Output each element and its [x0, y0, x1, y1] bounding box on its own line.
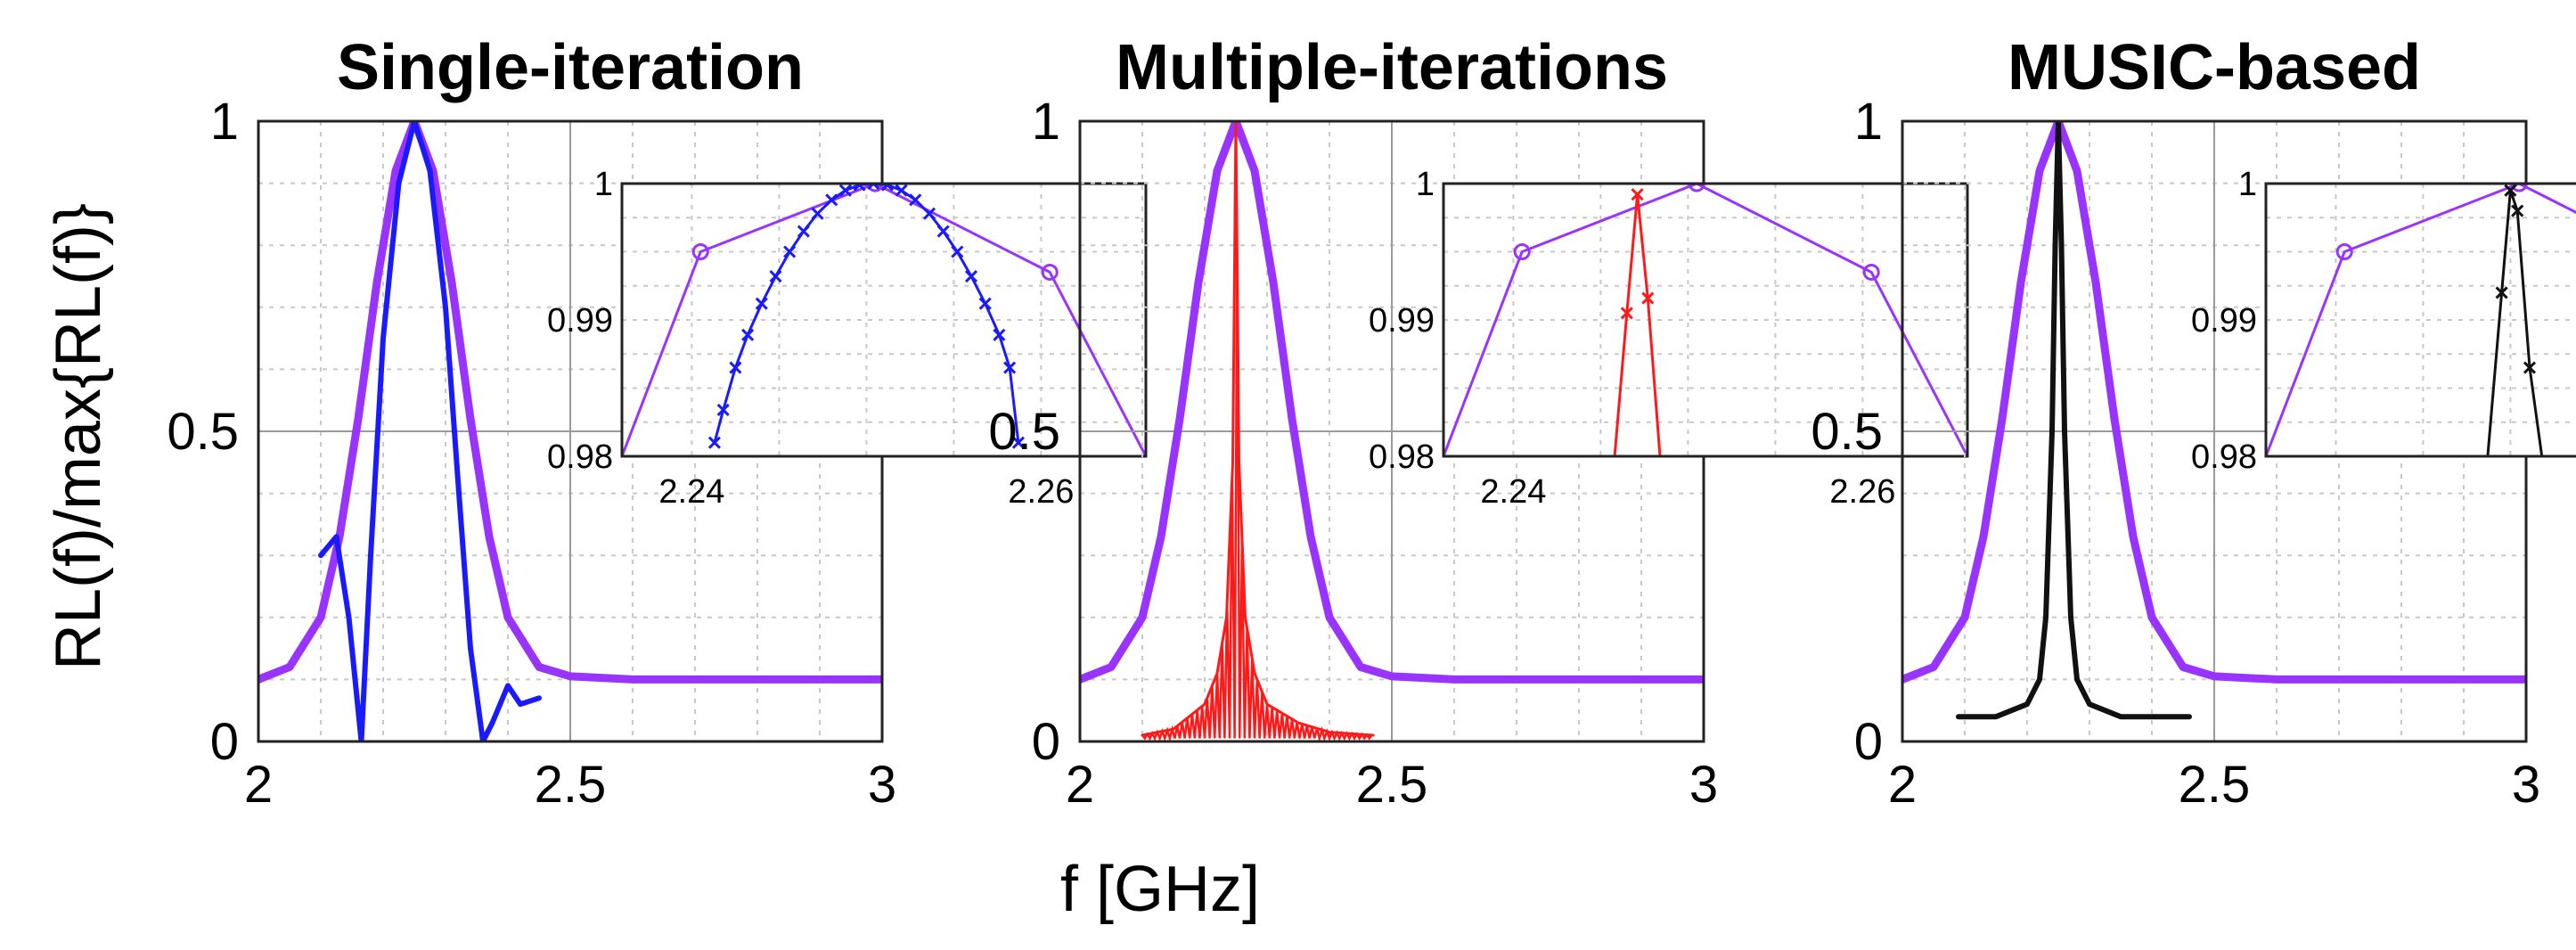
inset-estimate-marker	[964, 269, 978, 283]
inset-reference-marker	[691, 243, 709, 260]
y-tick-label: 0.5	[1811, 403, 1883, 461]
series-estimate-line	[318, 121, 542, 741]
inset-y-tick-label: 1	[1416, 166, 1435, 203]
inset-reference-marker	[2335, 243, 2353, 260]
inset-estimate-marker	[993, 328, 1006, 341]
panel-title: Multiple-iterations	[1116, 32, 1668, 103]
inset-estimate-marker	[838, 184, 852, 197]
y-tick-label: 0.5	[167, 403, 239, 461]
panel-multiple-iterations: Multiple-iterations 2 2.5 3 0 0.5 1 2.24 2.26 0.9…	[988, 32, 1969, 814]
y-tick-label: 0	[210, 713, 239, 771]
x-tick-label: 2	[244, 756, 273, 814]
inset-axes: 2.24 2.26 0.98 0.99 1	[547, 166, 1148, 511]
inset-reference-marker	[1688, 184, 1705, 192]
inset-y-tick-label: 1	[2238, 166, 2257, 203]
inset-estimate-marker	[2495, 286, 2508, 299]
x-tick-label: 3	[1689, 756, 1718, 814]
inset-estimate-marker	[707, 436, 721, 449]
inset-estimate-marker	[1003, 361, 1017, 374]
x-axis-label: f [GHz]	[1060, 854, 1260, 925]
inset-estimate-marker	[825, 193, 838, 207]
inset-estimate-marker	[853, 184, 866, 192]
panel-music-based: MUSIC-based 2 2.5 3 0 0.5 1 2.26 0.98 0.99 1	[1811, 32, 2576, 814]
series-reference-line	[1902, 121, 2526, 684]
y-tick-label: 0	[1032, 713, 1060, 771]
panel-title: MUSIC-based	[2008, 32, 2421, 103]
inset-estimate-marker	[769, 269, 782, 283]
inset-axes: 2.260.980.991	[2191, 166, 2576, 476]
inset-x-tick-label: 2.24	[1480, 473, 1546, 511]
x-tick-label: 2.5	[2179, 756, 2251, 814]
x-tick-label: 3	[868, 756, 896, 814]
inset-estimate-marker	[1641, 291, 1655, 305]
inset-reference-marker	[1513, 243, 1531, 260]
inset-estimate-marker	[867, 184, 880, 191]
inset-estimate-marker	[2511, 204, 2524, 217]
inset-x-tick-label: 2.26	[1829, 473, 1895, 511]
inset-estimate-marker	[895, 184, 908, 197]
inset-estimate-marker	[1620, 307, 1633, 320]
inset-estimate-marker	[936, 225, 950, 238]
inset-reference-marker	[2510, 184, 2528, 192]
y-tick-label: 1	[210, 93, 239, 151]
inset-estimate-marker	[1631, 188, 1644, 201]
inset-reference-marker	[866, 184, 884, 192]
inset-estimate-marker	[797, 225, 810, 238]
inset-estimate-marker	[755, 297, 768, 310]
inset-estimate-line	[2486, 190, 2544, 456]
x-tick-label: 2	[1888, 756, 1917, 814]
inset-estimate-marker	[880, 184, 894, 192]
inset-y-tick-label: 0.98	[1369, 438, 1435, 476]
inset-y-tick-label: 0.98	[547, 438, 613, 476]
x-tick-label: 3	[2512, 756, 2540, 814]
series-reference-line	[1080, 121, 1704, 684]
inset-estimate-marker	[741, 328, 755, 341]
inset-estimate-marker	[2504, 184, 2517, 197]
y-tick-label: 1	[1032, 93, 1060, 151]
inset-estimate-marker	[978, 297, 992, 310]
inset-estimate-marker	[922, 207, 936, 220]
inset-estimate-marker	[783, 245, 797, 258]
inset-frame	[1442, 182, 1969, 458]
y-tick-label: 0.5	[988, 403, 1060, 461]
inset-y-tick-label: 0.98	[2191, 438, 2257, 476]
inset-frame	[2264, 182, 2576, 458]
y-tick-label: 1	[1854, 93, 1883, 151]
inset-y-tick-label: 0.99	[547, 302, 613, 340]
x-tick-label: 2.5	[535, 756, 607, 814]
x-tick-label: 2.5	[1356, 756, 1428, 814]
series-estimate-ripple	[1141, 258, 1373, 741]
inset-y-tick-label: 0.99	[2191, 302, 2257, 340]
inset-y-tick-label: 0.99	[1369, 302, 1435, 340]
inset-reference-line	[622, 184, 1146, 456]
inset-estimate-marker	[716, 403, 730, 417]
panel-single-iteration: Single-iteration 2 2.5 3 0 0.5 1 2.24 2.26 0.98 0.…	[167, 32, 1148, 814]
inset-estimate-marker	[729, 361, 742, 374]
y-tick-label: 0	[1854, 713, 1883, 771]
inset-estimate-marker	[951, 245, 964, 258]
inset-y-tick-label: 1	[594, 166, 613, 203]
inset-axes: 2.24 2.26 0.98 0.99 1	[1369, 166, 1969, 511]
y-axis-label: RL(f)/max{RL(f)}	[43, 203, 114, 670]
inset-reference-line	[2266, 184, 2576, 456]
inset-estimate-marker	[1011, 436, 1025, 449]
inset-x-tick-label: 2.26	[1008, 473, 1074, 511]
inset-estimate-marker	[811, 207, 824, 220]
inset-estimate-marker	[909, 193, 922, 207]
inset-x-tick-label: 2.24	[658, 473, 724, 511]
panel-title: Single-iteration	[337, 32, 804, 103]
x-tick-label: 2	[1066, 756, 1094, 814]
inset-estimate-marker	[2523, 361, 2537, 374]
inset-reference-marker	[1862, 263, 1880, 281]
series-estimate-line	[1956, 121, 2192, 720]
inset-reference-marker	[1041, 263, 1059, 281]
inset-frame	[620, 182, 1148, 458]
